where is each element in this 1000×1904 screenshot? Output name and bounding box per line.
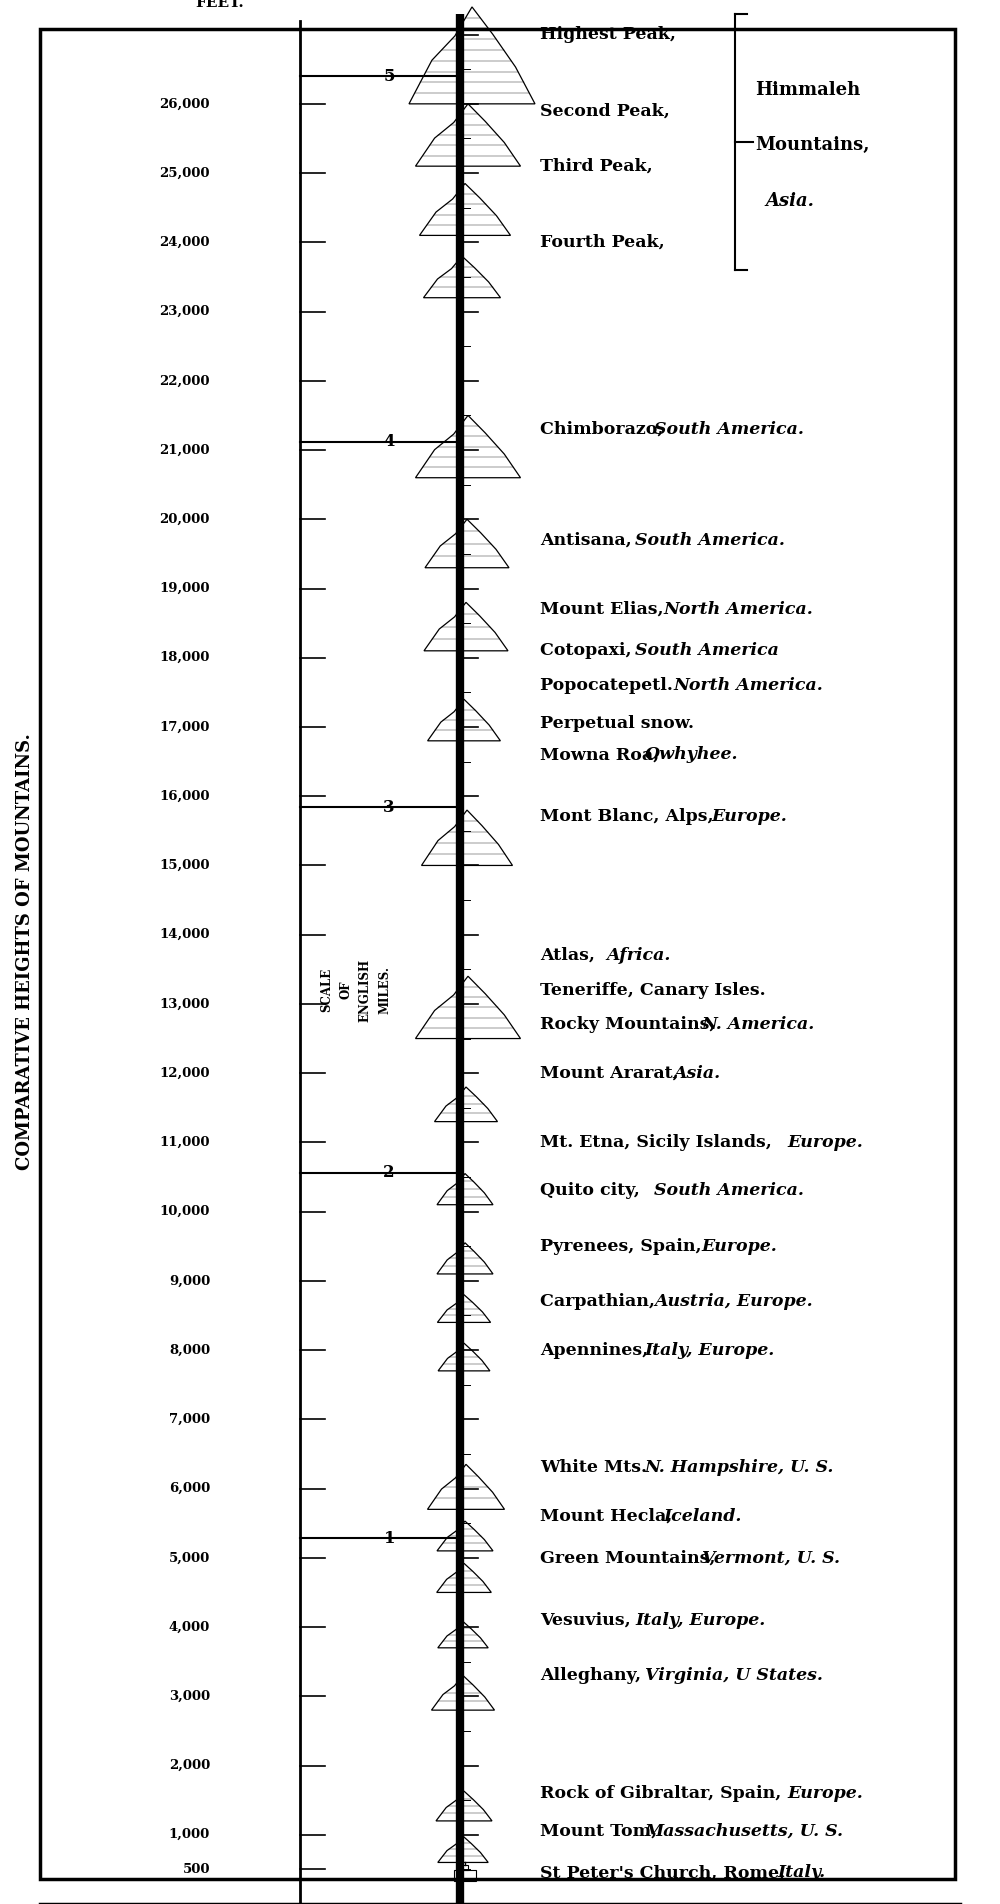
Text: 25,000: 25,000 bbox=[160, 166, 210, 179]
Text: 18,000: 18,000 bbox=[160, 651, 210, 664]
Text: St Peter's Church, Rome,: St Peter's Church, Rome, bbox=[540, 1864, 791, 1881]
Text: Popocatepetl.: Popocatepetl. bbox=[540, 678, 679, 693]
Text: Himmaleh: Himmaleh bbox=[755, 82, 860, 99]
Text: Iceland.: Iceland. bbox=[664, 1508, 742, 1525]
Text: Apennines,: Apennines, bbox=[540, 1342, 654, 1359]
Text: Mowna Roa,: Mowna Roa, bbox=[540, 746, 665, 764]
Text: Rock of Gibraltar, Spain,: Rock of Gibraltar, Spain, bbox=[540, 1784, 787, 1801]
Text: N. America.: N. America. bbox=[702, 1017, 815, 1034]
Text: 15,000: 15,000 bbox=[160, 859, 210, 872]
Text: Europe.: Europe. bbox=[702, 1238, 777, 1255]
Text: 2: 2 bbox=[383, 1165, 395, 1180]
Text: 26,000: 26,000 bbox=[160, 97, 210, 110]
Text: 500: 500 bbox=[182, 1862, 210, 1875]
Text: Austria, Europe.: Austria, Europe. bbox=[654, 1293, 813, 1310]
Text: 6,000: 6,000 bbox=[169, 1481, 210, 1495]
Text: Pyrenees, Spain,: Pyrenees, Spain, bbox=[540, 1238, 708, 1255]
Bar bbox=[454, 1870, 476, 1881]
Text: 11,000: 11,000 bbox=[160, 1137, 210, 1148]
Text: Mountains,: Mountains, bbox=[755, 137, 870, 154]
Text: Highest Peak,: Highest Peak, bbox=[540, 27, 676, 44]
Text: Asia.: Asia. bbox=[673, 1064, 720, 1081]
Text: SCALE: SCALE bbox=[320, 967, 334, 1013]
Text: Second Peak,: Second Peak, bbox=[540, 103, 670, 120]
Text: Mount Hecla,: Mount Hecla, bbox=[540, 1508, 678, 1525]
Text: Green Mountains,: Green Mountains, bbox=[540, 1550, 722, 1567]
Text: Italy.: Italy. bbox=[778, 1864, 826, 1881]
Text: Chimborazo,: Chimborazo, bbox=[540, 421, 670, 438]
Text: South America.: South America. bbox=[635, 531, 785, 548]
Text: Atlas,: Atlas, bbox=[540, 946, 601, 963]
Text: Owhyhee.: Owhyhee. bbox=[645, 746, 738, 764]
Text: Third Peak,: Third Peak, bbox=[540, 158, 653, 175]
Text: Africa.: Africa. bbox=[606, 946, 671, 963]
Text: Mont Blanc, Alps,: Mont Blanc, Alps, bbox=[540, 809, 720, 826]
Text: 5: 5 bbox=[384, 69, 395, 84]
Text: Italy, Europe.: Italy, Europe. bbox=[635, 1611, 765, 1628]
Text: Mt. Etna, Sicily Islands,: Mt. Etna, Sicily Islands, bbox=[540, 1135, 778, 1150]
Text: 17,000: 17,000 bbox=[160, 720, 210, 733]
Text: 3,000: 3,000 bbox=[169, 1689, 210, 1702]
Text: 13,000: 13,000 bbox=[160, 998, 210, 1011]
Text: 2,000: 2,000 bbox=[169, 1759, 210, 1773]
Text: Massachusetts, U. S.: Massachusetts, U. S. bbox=[645, 1822, 844, 1839]
Text: North America.: North America. bbox=[664, 602, 813, 617]
Text: South America: South America bbox=[635, 642, 779, 659]
Text: Alleghany,: Alleghany, bbox=[540, 1668, 647, 1683]
Text: Perpetual snow.: Perpetual snow. bbox=[540, 716, 694, 731]
Text: FEET.: FEET. bbox=[196, 0, 244, 10]
Text: Mount Tom,: Mount Tom, bbox=[540, 1822, 663, 1839]
Text: 16,000: 16,000 bbox=[160, 790, 210, 803]
Text: 7,000: 7,000 bbox=[169, 1413, 210, 1426]
Text: 1,000: 1,000 bbox=[169, 1828, 210, 1841]
Text: 20,000: 20,000 bbox=[160, 512, 210, 526]
Text: MILES.: MILES. bbox=[378, 965, 392, 1015]
Text: 14,000: 14,000 bbox=[160, 927, 210, 941]
Text: N. Hampshire, U. S.: N. Hampshire, U. S. bbox=[645, 1458, 834, 1476]
Text: 8,000: 8,000 bbox=[169, 1344, 210, 1358]
Text: Mount Ararat,: Mount Ararat, bbox=[540, 1064, 685, 1081]
Text: Antisana,: Antisana, bbox=[540, 531, 638, 548]
Text: Fourth Peak,: Fourth Peak, bbox=[540, 234, 665, 251]
Text: Mount Elias,: Mount Elias, bbox=[540, 602, 670, 617]
Text: Vesuvius,: Vesuvius, bbox=[540, 1611, 637, 1628]
Text: 4,000: 4,000 bbox=[169, 1620, 210, 1634]
Text: 1: 1 bbox=[384, 1531, 395, 1546]
Text: 23,000: 23,000 bbox=[160, 305, 210, 318]
Text: Asia.: Asia. bbox=[765, 192, 814, 209]
Text: OF: OF bbox=[340, 981, 352, 1000]
Text: 10,000: 10,000 bbox=[160, 1205, 210, 1219]
Text: 12,000: 12,000 bbox=[160, 1066, 210, 1080]
Text: 19,000: 19,000 bbox=[160, 583, 210, 596]
Text: 5,000: 5,000 bbox=[169, 1552, 210, 1565]
Text: 22,000: 22,000 bbox=[160, 375, 210, 387]
Text: Carpathian,: Carpathian, bbox=[540, 1293, 661, 1310]
Text: Europe.: Europe. bbox=[787, 1784, 863, 1801]
Text: Teneriffe, Canary Isles.: Teneriffe, Canary Isles. bbox=[540, 982, 766, 998]
Text: Europe.: Europe. bbox=[787, 1135, 863, 1150]
Text: Europe.: Europe. bbox=[711, 809, 787, 826]
Text: South America.: South America. bbox=[654, 1182, 804, 1200]
Text: White Mts.: White Mts. bbox=[540, 1458, 653, 1476]
Text: 24,000: 24,000 bbox=[160, 236, 210, 249]
Text: Rocky Mountains,: Rocky Mountains, bbox=[540, 1017, 722, 1034]
Text: ENGLISH: ENGLISH bbox=[358, 958, 372, 1022]
Text: Italy, Europe.: Italy, Europe. bbox=[645, 1342, 775, 1359]
Text: 3: 3 bbox=[383, 800, 395, 815]
Text: 9,000: 9,000 bbox=[169, 1274, 210, 1287]
Text: 4: 4 bbox=[384, 434, 395, 449]
Bar bbox=[462, 1864, 468, 1870]
Text: Vermont, U. S.: Vermont, U. S. bbox=[702, 1550, 840, 1567]
Text: North America.: North America. bbox=[673, 678, 823, 693]
Text: Virginia, U States.: Virginia, U States. bbox=[645, 1668, 822, 1683]
Text: Quito city,: Quito city, bbox=[540, 1182, 646, 1200]
Text: Cotopaxi,: Cotopaxi, bbox=[540, 642, 638, 659]
Text: South America.: South America. bbox=[654, 421, 804, 438]
Text: COMPARATIVE HEIGHTS OF MOUNTAINS.: COMPARATIVE HEIGHTS OF MOUNTAINS. bbox=[16, 733, 34, 1171]
Text: 21,000: 21,000 bbox=[160, 444, 210, 457]
